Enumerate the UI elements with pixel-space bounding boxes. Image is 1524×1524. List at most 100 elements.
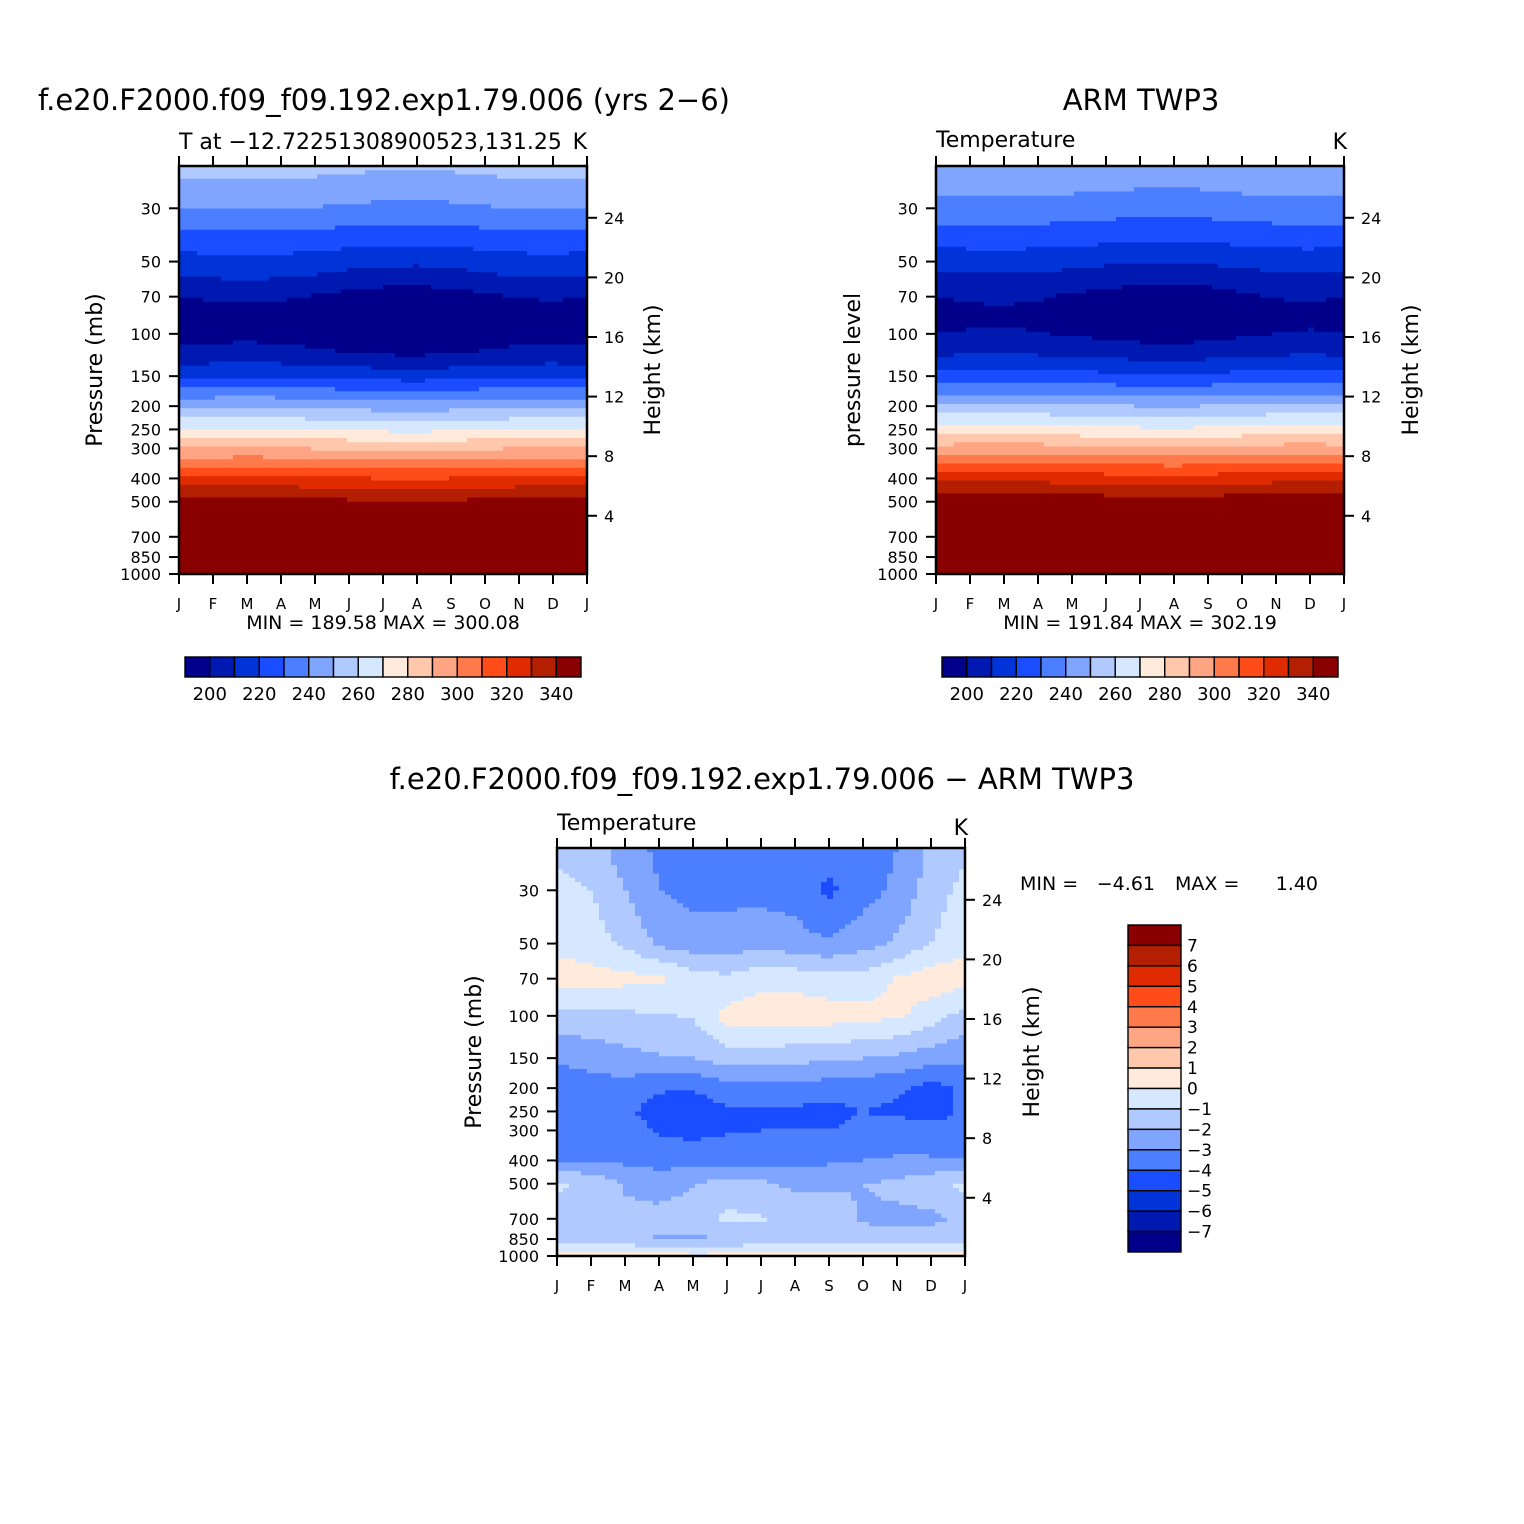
x-tick-label: J	[346, 595, 351, 613]
contour-cell	[953, 958, 966, 964]
contour-cell	[179, 255, 588, 261]
contour-cell	[317, 272, 498, 278]
x-tick-label: J	[758, 1277, 763, 1295]
contour-cell	[936, 234, 1345, 239]
colorbar-swatch	[1263, 656, 1290, 678]
contour-cell	[557, 1230, 966, 1236]
contour-cell	[221, 276, 270, 282]
y2-tick-label: 24	[982, 891, 1002, 910]
contour-cell	[653, 1128, 762, 1134]
contour-cell	[719, 1077, 822, 1083]
contour-cell	[557, 1175, 606, 1181]
y-tick-label: 150	[887, 367, 918, 386]
contour-cell	[959, 877, 966, 883]
contour-cell	[923, 967, 966, 972]
contour-cell	[413, 263, 420, 269]
contour-cell	[179, 251, 198, 256]
contour-cell	[905, 1069, 966, 1074]
contour-cell	[611, 937, 654, 943]
contour-cell	[936, 501, 1345, 507]
contour-cell	[803, 920, 852, 926]
min-value: −4.61	[1097, 873, 1155, 895]
contour-cell	[557, 1171, 582, 1176]
contour-cell	[911, 903, 948, 909]
contour-cell	[809, 1060, 966, 1066]
contour-cell	[653, 865, 894, 870]
colorbar-swatch	[382, 656, 409, 678]
contour-cell	[449, 365, 588, 371]
colorbar-swatch	[456, 656, 483, 678]
contour-cell	[966, 327, 1027, 333]
contour-cell	[179, 166, 588, 171]
contour-cell	[179, 540, 588, 545]
contour-cell	[936, 195, 1345, 201]
contour-cell	[936, 191, 1075, 197]
colorbar-swatch	[1127, 1087, 1182, 1110]
contour-cell	[935, 1209, 966, 1215]
colorbar-label: 280	[1148, 684, 1182, 705]
contour-cell	[1026, 246, 1303, 252]
contour-cell	[1044, 442, 1285, 448]
contour-cell	[923, 873, 960, 879]
colorbar-swatch	[1139, 656, 1166, 678]
contour-cell	[665, 890, 822, 896]
contour-cell	[875, 945, 924, 951]
contour-cell	[935, 1043, 966, 1049]
contour-cell	[857, 916, 906, 921]
x-tick-label: D	[1304, 595, 1316, 613]
colorbar-swatch	[407, 656, 434, 678]
contour-cell	[935, 1022, 966, 1028]
contour-cell	[557, 1103, 642, 1108]
contour-cell	[653, 1200, 660, 1206]
contour-cell	[605, 1175, 906, 1181]
contour-cell	[953, 1107, 966, 1113]
contour-cell	[719, 1039, 852, 1045]
x-tick-label: F	[209, 595, 218, 613]
contour-cell	[936, 565, 1345, 571]
contour-cell	[887, 886, 918, 892]
contour-cell	[936, 374, 1345, 380]
contour-cell	[197, 251, 294, 256]
contour-cell	[911, 899, 948, 904]
contour-cell	[947, 1013, 966, 1019]
contour-cell	[936, 263, 1105, 269]
contour-cell	[1164, 463, 1183, 469]
contour-cell	[1026, 327, 1309, 333]
contour-cell	[389, 429, 432, 435]
x-tick-label: J	[176, 595, 181, 613]
y-tick-label: 250	[887, 420, 918, 439]
contour-cell	[641, 916, 798, 921]
contour-cell	[179, 523, 588, 528]
contour-cell	[1092, 336, 1237, 341]
contour-cell	[617, 865, 654, 870]
y-tick-label: 500	[887, 493, 918, 512]
colorbar-label: 340	[1296, 684, 1330, 705]
contour-cell	[263, 455, 588, 460]
contour-cell	[647, 928, 810, 934]
contour-cell	[936, 340, 1141, 346]
contour-cell	[653, 1094, 708, 1100]
x-tick-label: J	[962, 1277, 967, 1295]
contour-cell	[881, 1196, 966, 1202]
contour-cell	[953, 1111, 966, 1117]
contour-cell	[719, 971, 732, 977]
contour-cell	[179, 442, 588, 448]
x-tick-label: A	[412, 595, 423, 613]
colorbar-swatch	[1127, 1108, 1182, 1131]
contour-cell	[917, 886, 954, 892]
contour-cell	[557, 1107, 642, 1113]
contour-cell	[179, 510, 588, 516]
contour-cell	[936, 280, 1345, 286]
y2-tick-label: 20	[604, 268, 624, 287]
contour-cell	[936, 331, 1051, 337]
contour-cell	[936, 523, 1345, 528]
contour-cell	[179, 323, 588, 329]
contour-cell	[959, 1188, 966, 1193]
contour-cell	[936, 365, 1345, 371]
contour-cell	[179, 191, 588, 197]
contour-cell	[347, 497, 468, 503]
colorbar-swatch	[555, 656, 582, 678]
